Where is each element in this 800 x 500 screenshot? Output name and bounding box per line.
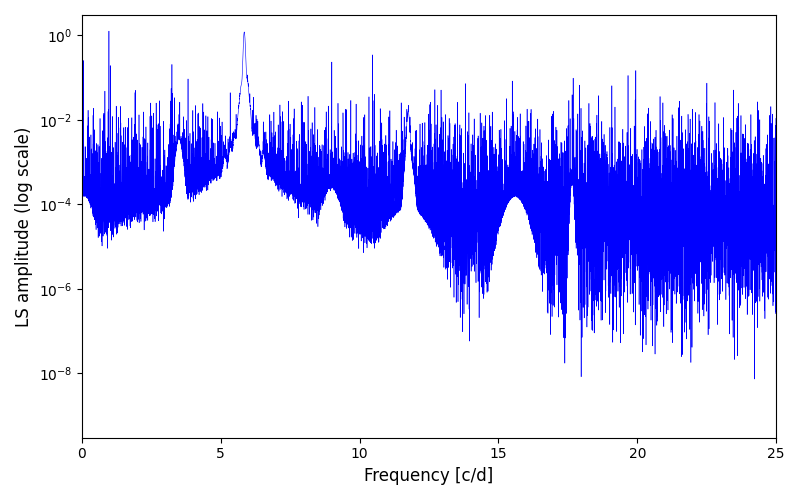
X-axis label: Frequency [c/d]: Frequency [c/d] [364, 467, 494, 485]
Y-axis label: LS amplitude (log scale): LS amplitude (log scale) [15, 126, 33, 326]
